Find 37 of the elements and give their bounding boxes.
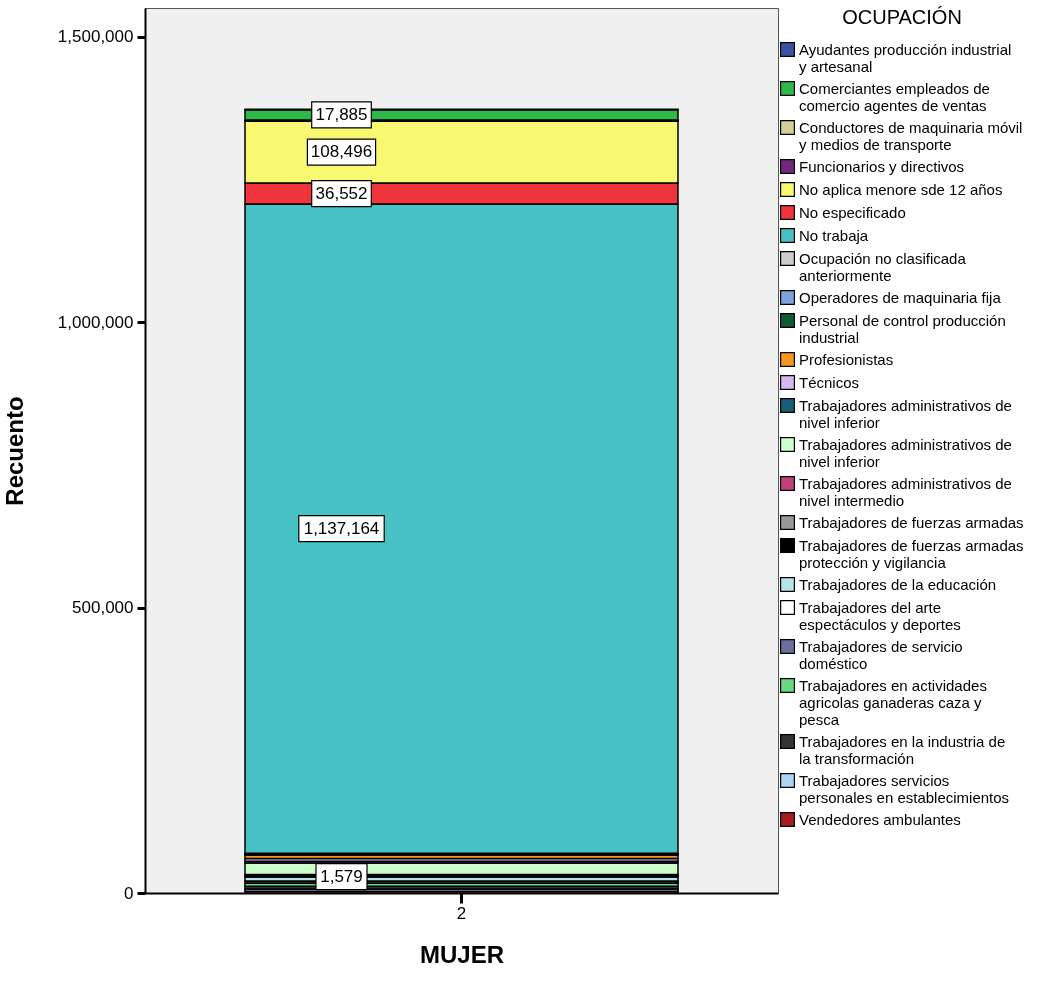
y-tick-label: 1,000,000 xyxy=(57,312,134,332)
legend-label: Ayudantes producción industrial y artesanal xyxy=(799,40,1012,75)
data-label: 108,496 xyxy=(310,142,373,162)
x-axis-title: MUJER xyxy=(419,940,505,968)
legend-label: Trabajadores del arte espectáculos y deportes xyxy=(799,598,961,633)
legend-label: Ocupación no clasificada anteriormente xyxy=(799,249,967,284)
legend-label: Trabajadores de servicio doméstico xyxy=(799,637,963,672)
legend-label: Conductores de maquinaria móvil y medios de transporte xyxy=(799,118,1023,153)
legend-label: No especificado xyxy=(799,203,906,221)
data-label: 17,885 xyxy=(315,104,368,124)
x-tick-label: 2 xyxy=(456,903,467,923)
legend-label: Técnicos xyxy=(799,373,860,391)
legend-label: Trabajadores en la industria de la transformación xyxy=(799,732,1006,767)
legend-label: Trabajadores administrativos de nivel intermedio xyxy=(799,474,1012,509)
legend-label: Profesionistas xyxy=(799,350,894,368)
legend-label: Vendedores ambulantes xyxy=(799,810,961,828)
legend-label: Trabajadores de la educación xyxy=(799,575,997,593)
y-tick-label: 0 xyxy=(124,883,134,903)
legend-label: No trabaja xyxy=(799,226,869,244)
legend-label: Personal de control producción industrial xyxy=(799,311,1006,346)
y-axis-title: Recuento xyxy=(0,396,28,506)
legend-label: Trabajadores de fuerzas armadas xyxy=(799,513,1024,531)
legend-title: OCUPACIÓN xyxy=(842,6,962,28)
data-label: 1,579 xyxy=(320,866,363,886)
y-tick-label: 1,500,000 xyxy=(57,27,134,47)
legend-label: Trabajadores administrativos de nivel inferior xyxy=(799,435,1012,470)
legend-label: Funcionarios y directivos xyxy=(799,157,965,175)
legend-label: Operadores de maquinaria fija xyxy=(799,288,1002,306)
data-label: 36,552 xyxy=(315,183,368,203)
legend-label: Comerciantes empleados de comercio agentes de ventas xyxy=(799,79,990,114)
legend-label: Trabajadores servicios personales en establecimientos xyxy=(799,771,1010,806)
legend-label: Trabajadores administrativos de nivel inferior xyxy=(799,396,1012,431)
y-tick-label: 500,000 xyxy=(72,598,134,618)
legend-label: Trabajadores en actividades agricolas ganaderas caza y pesca xyxy=(799,676,987,728)
legend-label: Trabajadores de fuerzas armadas protección y vigilancia xyxy=(799,536,1024,571)
data-label: 1,137,164 xyxy=(303,518,380,538)
legend-label: No aplica menore sde 12 años xyxy=(799,180,1003,198)
